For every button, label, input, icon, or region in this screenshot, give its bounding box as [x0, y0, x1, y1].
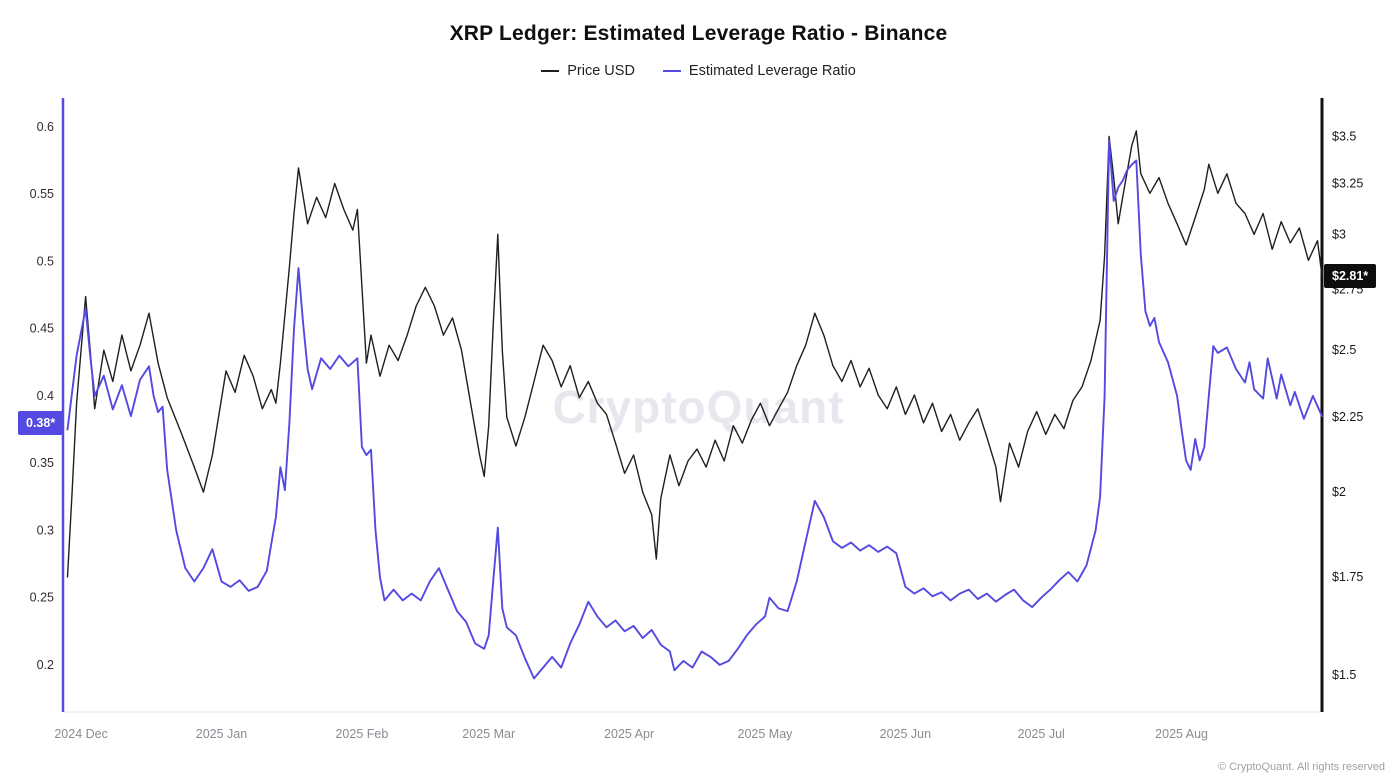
- right-axis-tick-label: $2.25: [1332, 410, 1363, 424]
- x-axis-tick-label: 2025 May: [738, 727, 794, 741]
- legend-label-price: Price USD: [567, 63, 635, 79]
- x-axis-tick-label: 2024 Dec: [54, 727, 108, 741]
- leverage-line-swatch-icon: [662, 70, 681, 72]
- x-axis-tick-label: 2025 Jul: [1018, 727, 1065, 741]
- legend-item-leverage[interactable]: Estimated Leverage Ratio: [662, 63, 856, 79]
- right-axis-tick-label: $2: [1332, 485, 1346, 499]
- x-axis-tick-label: 2025 Aug: [1155, 727, 1208, 741]
- x-axis-tick-label: 2025 Mar: [462, 727, 515, 741]
- price-last-value-badge: $2.81*: [1324, 263, 1377, 289]
- price-usd-line[interactable]: [66, 130, 1323, 578]
- left-axis-tick-label: 0.25: [30, 591, 54, 605]
- left-axis-tick-label: 0.45: [30, 322, 54, 336]
- right-axis-tick-label: $3.5: [1332, 129, 1356, 143]
- legend-label-leverage: Estimated Leverage Ratio: [688, 63, 856, 79]
- left-axis-tick-label: 0.2: [37, 658, 54, 672]
- leverage-last-value-badge: 0.38*: [18, 410, 64, 436]
- left-axis-tick-label: 0.3: [37, 523, 54, 537]
- right-axis-tick-label: $3.25: [1332, 176, 1363, 190]
- left-axis-tick-label: 0.5: [37, 254, 54, 268]
- estimated-leverage-ratio-line[interactable]: [66, 139, 1323, 680]
- x-axis-tick-label: 2025 Jun: [880, 727, 931, 741]
- legend-item-price[interactable]: Price USD: [541, 63, 635, 79]
- right-axis-tick-label: $1.5: [1332, 668, 1356, 682]
- left-axis-tick-label: 0.4: [37, 389, 54, 403]
- right-axis-tick-label: $3: [1332, 227, 1346, 241]
- chart-title: XRP Ledger: Estimated Leverage Ratio - B…: [449, 22, 948, 45]
- right-axis-tick-label: $2.5: [1332, 343, 1356, 357]
- right-axis-tick-label: $1.75: [1332, 570, 1363, 584]
- left-axis-tick-label: 0.35: [30, 456, 54, 470]
- price-line-swatch-icon: [541, 70, 560, 72]
- left-axis-tick-label: 0.6: [37, 120, 54, 134]
- copyright-notice: © CryptoQuant. All rights reserved: [1217, 761, 1385, 773]
- left-axis-tick-label: 0.55: [30, 187, 54, 201]
- x-axis-tick-label: 2025 Apr: [604, 727, 654, 741]
- x-axis-tick-label: 2025 Feb: [335, 727, 388, 741]
- chart-legend: Price USD Estimated Leverage Ratio: [0, 63, 1397, 79]
- x-axis-tick-label: 2025 Jan: [196, 727, 247, 741]
